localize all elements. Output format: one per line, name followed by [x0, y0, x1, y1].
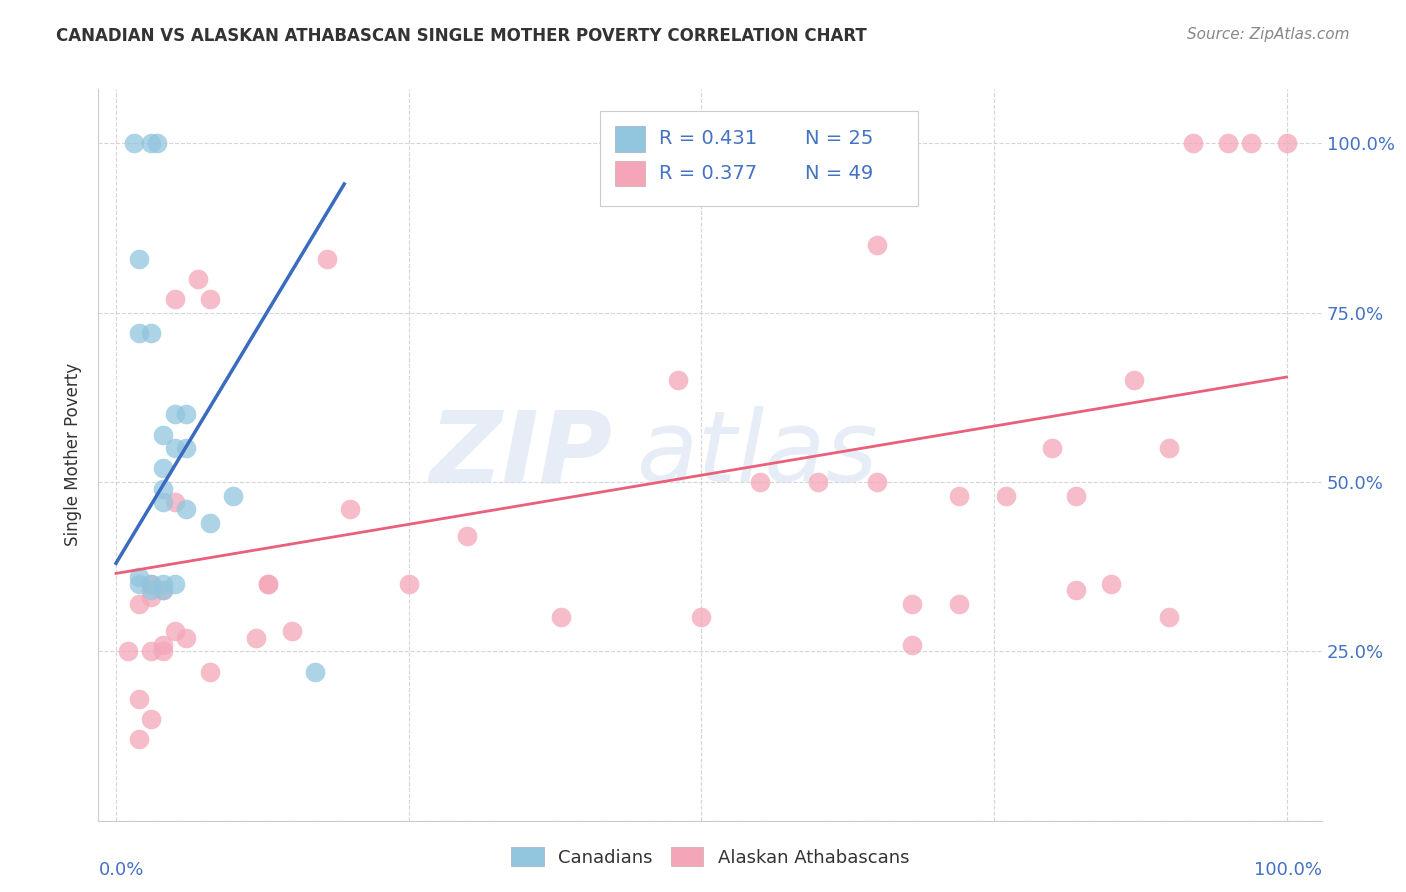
Point [174, 502, 197, 516]
Point [1123, 373, 1146, 387]
Point [1240, 136, 1263, 151]
Point [198, 516, 221, 530]
Point [122, 136, 145, 151]
Point [139, 644, 162, 658]
Point [128, 576, 150, 591]
Point [257, 576, 280, 591]
Point [163, 495, 186, 509]
Point [152, 495, 174, 509]
Point [866, 475, 889, 489]
Point [748, 475, 770, 489]
Point [257, 576, 280, 591]
Point [128, 570, 150, 584]
Point [152, 583, 174, 598]
Point [245, 631, 267, 645]
Text: ZIP: ZIP [429, 407, 612, 503]
Point [174, 631, 197, 645]
Point [1275, 136, 1298, 151]
Point [163, 407, 186, 421]
Point [139, 712, 162, 726]
Point [163, 624, 186, 638]
Point [304, 665, 326, 679]
Legend: Canadians, Alaskan Athabascans: Canadians, Alaskan Athabascans [503, 840, 917, 874]
Point [948, 597, 970, 611]
Point [152, 427, 174, 442]
Point [152, 576, 174, 591]
Point [198, 665, 221, 679]
Text: 0.0%: 0.0% [98, 861, 143, 879]
Point [117, 644, 139, 658]
Point [1064, 583, 1087, 598]
Point [901, 638, 924, 652]
Point [315, 252, 337, 266]
Point [152, 644, 174, 658]
Point [807, 475, 830, 489]
Text: atlas: atlas [637, 407, 879, 503]
Bar [614, 126, 645, 152]
Point [690, 610, 713, 624]
Point [398, 576, 420, 591]
Point [152, 482, 174, 496]
Point [139, 136, 162, 151]
Point [174, 407, 197, 421]
Point [187, 272, 209, 286]
Text: N = 49: N = 49 [806, 164, 873, 183]
Point [163, 576, 186, 591]
Point [152, 583, 174, 598]
Point [1099, 576, 1122, 591]
Point [163, 292, 186, 306]
Point [139, 583, 162, 598]
Text: N = 25: N = 25 [806, 129, 873, 148]
Point [1216, 136, 1239, 151]
Point [866, 238, 889, 252]
Bar [600, 112, 918, 206]
Text: Source: ZipAtlas.com: Source: ZipAtlas.com [1187, 27, 1350, 42]
Point [128, 732, 150, 747]
Point [139, 326, 162, 340]
Point [1159, 610, 1181, 624]
Point [1181, 136, 1204, 151]
Point [198, 292, 221, 306]
Text: R = 0.377: R = 0.377 [658, 164, 756, 183]
Point [222, 489, 245, 503]
Point [1042, 441, 1064, 455]
Text: R = 0.431: R = 0.431 [658, 129, 756, 148]
Point [1064, 489, 1087, 503]
Text: 100.0%: 100.0% [1254, 861, 1322, 879]
Point [139, 576, 162, 591]
Point [901, 597, 924, 611]
Point [550, 610, 572, 624]
Point [146, 136, 169, 151]
Point [666, 373, 689, 387]
Bar [614, 161, 645, 186]
Point [152, 461, 174, 475]
Point [339, 502, 361, 516]
Y-axis label: Single Mother Poverty: Single Mother Poverty [65, 363, 83, 547]
Point [128, 326, 150, 340]
Point [456, 529, 478, 543]
Point [152, 638, 174, 652]
Point [280, 624, 302, 638]
Point [128, 252, 150, 266]
Point [139, 590, 162, 604]
Point [174, 441, 197, 455]
Point [128, 597, 150, 611]
Point [139, 576, 162, 591]
Point [994, 489, 1017, 503]
Text: CANADIAN VS ALASKAN ATHABASCAN SINGLE MOTHER POVERTY CORRELATION CHART: CANADIAN VS ALASKAN ATHABASCAN SINGLE MO… [56, 27, 868, 45]
Point [1159, 441, 1181, 455]
Point [948, 489, 970, 503]
Point [163, 441, 186, 455]
Point [128, 691, 150, 706]
